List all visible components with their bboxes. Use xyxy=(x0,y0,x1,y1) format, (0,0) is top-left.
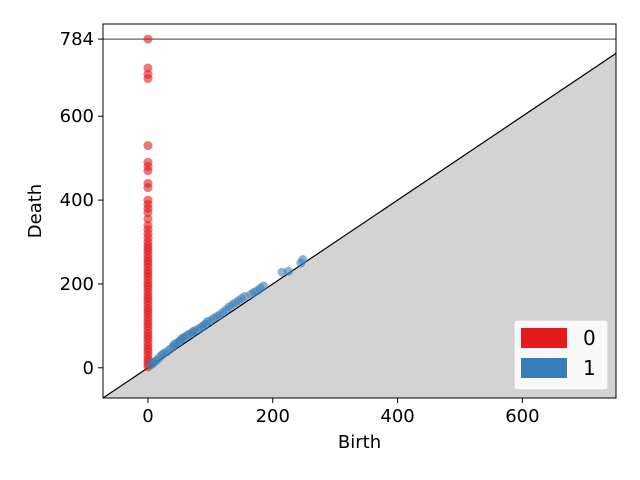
data-point xyxy=(143,34,153,44)
data-point xyxy=(143,208,153,218)
legend: 01 xyxy=(513,319,609,391)
y-tick-label: 600 xyxy=(60,106,94,127)
plot-area xyxy=(102,23,617,399)
plot-frame xyxy=(102,23,617,399)
data-point xyxy=(143,166,153,176)
x-tick-label: 400 xyxy=(380,406,414,427)
y-tick-label: 400 xyxy=(60,190,94,211)
data-point xyxy=(283,266,293,276)
legend-swatch xyxy=(521,358,567,378)
y-tick-label: 784 xyxy=(60,29,94,50)
data-point xyxy=(143,183,153,193)
y-axis-label: Death xyxy=(25,184,46,238)
legend-label: 0 xyxy=(583,326,596,350)
data-point xyxy=(143,214,153,224)
diagonal-line xyxy=(103,52,616,398)
plot-contents xyxy=(103,34,616,398)
x-tick-label: 200 xyxy=(256,406,290,427)
data-point xyxy=(258,281,268,291)
series-0 xyxy=(143,34,153,372)
data-point xyxy=(143,141,153,151)
axis-ticks: 0 200 400 600 0 200 400 600 784 xyxy=(60,29,540,427)
y-tick-label: 200 xyxy=(60,274,94,295)
data-point xyxy=(298,255,308,265)
data-point xyxy=(143,74,153,84)
x-tick-label: 0 xyxy=(142,406,153,427)
legend-swatch xyxy=(521,328,567,348)
data-point xyxy=(143,63,153,73)
y-tick-label: 0 xyxy=(83,358,94,379)
x-axis-label: Birth xyxy=(338,432,381,453)
series-1 xyxy=(146,255,308,370)
x-tick-label: 600 xyxy=(505,406,539,427)
legend-label: 1 xyxy=(583,356,596,380)
